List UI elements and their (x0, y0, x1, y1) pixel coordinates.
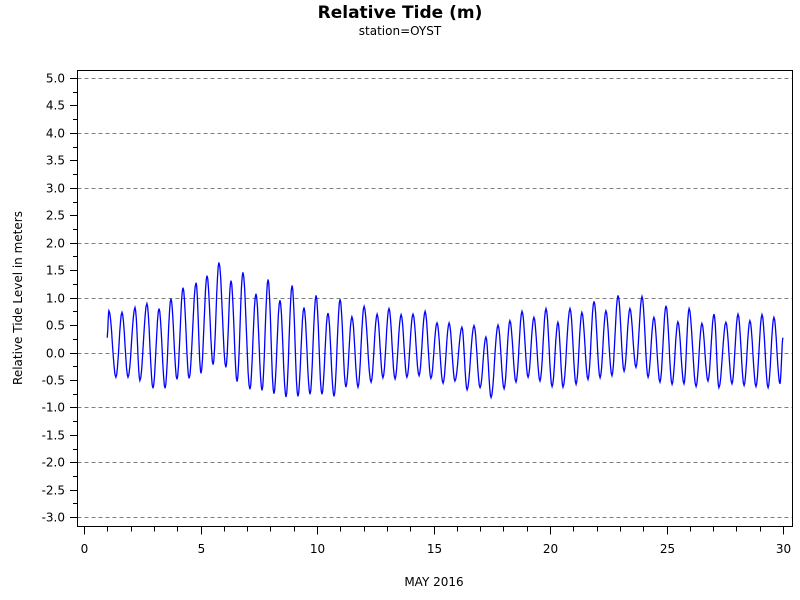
y-tick-label: 0.5 (46, 319, 65, 333)
y-tick-label: 2.0 (46, 237, 65, 251)
y-tick-label: 4.0 (46, 127, 65, 141)
x-tick-label: 5 (198, 542, 206, 556)
x-tick-label: 0 (81, 542, 89, 556)
tide-series-line (106, 262, 784, 400)
y-axis: 5.0 4.5 4.0 3.5 3.0 2.5 2.0 1.5 1.0 0.5 0.0 -0.5 -1.… (42, 72, 78, 525)
x-tick-label: 30 (776, 542, 791, 556)
y-tick-label: 3.5 (46, 154, 65, 168)
y-tick-label: 1.0 (46, 292, 65, 306)
y-tick-label: 4.5 (46, 99, 65, 113)
y-tick-label: -1.0 (42, 401, 65, 415)
x-tick-label: 15 (427, 542, 442, 556)
y-tick-label: 0.0 (46, 347, 65, 361)
plot-frame (77, 70, 793, 527)
y-axis-label: Relative Tide Level in meters (11, 211, 25, 385)
x-axis-label: MAY 2016 (404, 575, 463, 589)
y-tick-label: 2.5 (46, 209, 65, 223)
x-axis: 0 5 10 15 20 25 30 (81, 526, 791, 556)
gridlines (77, 78, 793, 518)
y-tick-label: -2.5 (42, 484, 65, 498)
x-tick-label: 10 (310, 542, 325, 556)
y-tick-label: 3.0 (46, 182, 65, 196)
y-tick-label: 5.0 (46, 72, 65, 86)
x-tick-label: 25 (660, 542, 675, 556)
x-tick-label: 20 (543, 542, 558, 556)
y-tick-label: -1.5 (42, 429, 65, 443)
chart-title: Relative Tide (m) (318, 3, 483, 23)
y-tick-label: -3.0 (42, 511, 65, 525)
chart-subtitle: station=OYST (359, 24, 442, 38)
y-tick-label: -0.5 (42, 374, 65, 388)
y-tick-label: -2.0 (42, 456, 65, 470)
y-tick-label: 1.5 (46, 264, 65, 278)
